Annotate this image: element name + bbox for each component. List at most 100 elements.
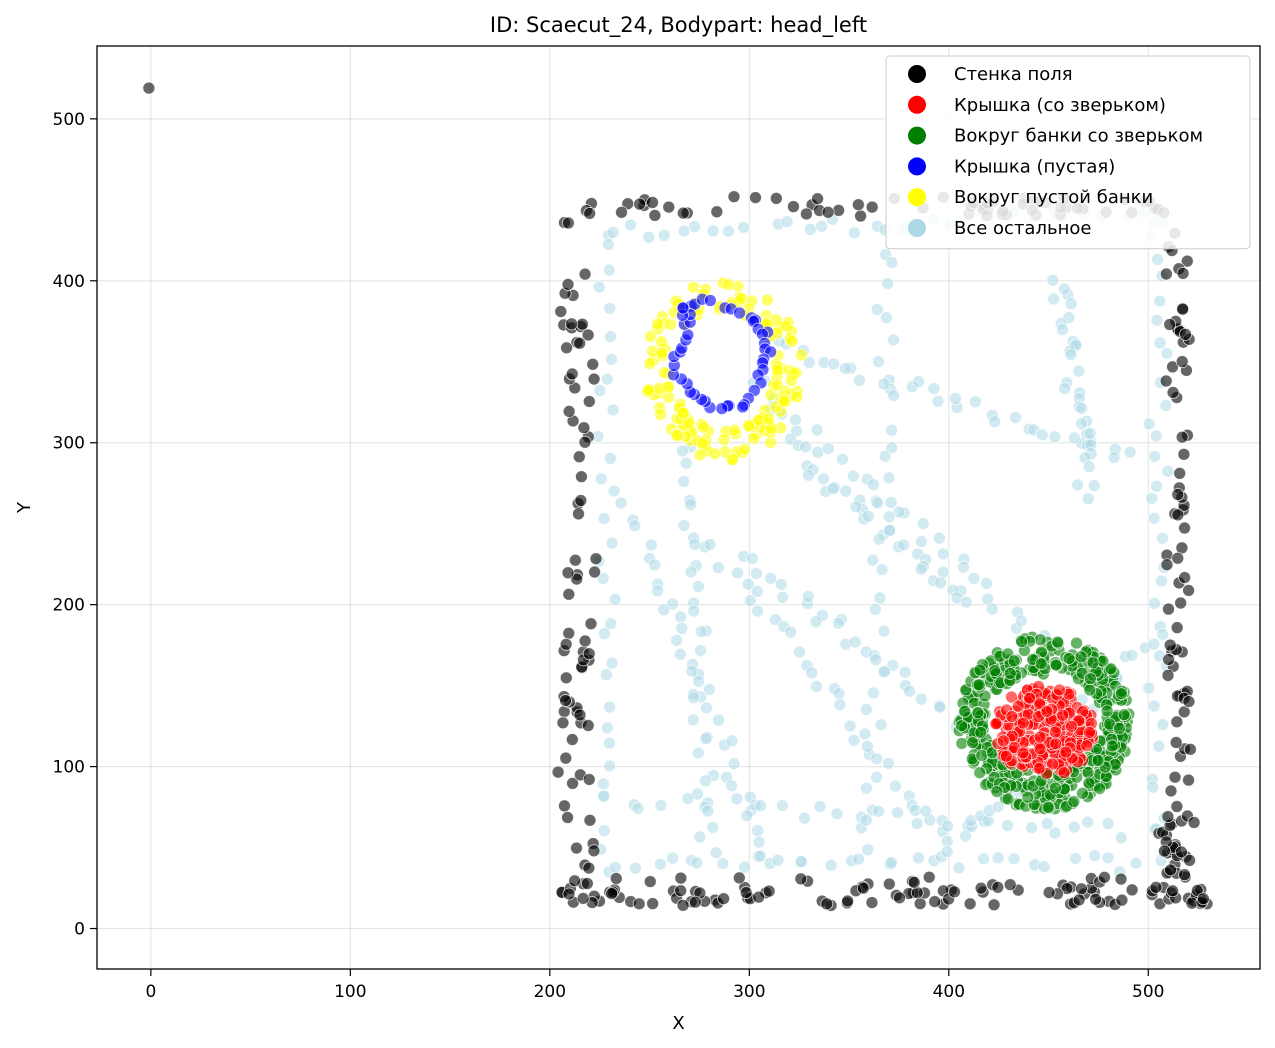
series-0-point <box>582 395 596 408</box>
series-2-point <box>966 736 979 749</box>
series-5-point <box>628 861 642 875</box>
series-5-point <box>688 537 702 551</box>
series-5-point <box>833 698 847 712</box>
series-0-point <box>572 450 586 464</box>
series-0-point <box>1171 488 1185 501</box>
series-1-point <box>1053 683 1066 697</box>
series-0-point <box>570 841 583 855</box>
series-5-point <box>1148 597 1161 610</box>
series-5-point <box>1082 460 1096 474</box>
series-4-point <box>717 433 731 447</box>
series-5-point <box>849 500 863 514</box>
series-0-point <box>991 880 1005 894</box>
series-5-point <box>949 392 962 405</box>
series-5-point <box>604 617 618 631</box>
series-0-point <box>794 872 808 886</box>
series-4-point <box>686 280 700 294</box>
series-5-point <box>919 804 933 818</box>
series-5-point <box>805 666 819 680</box>
series-2-point <box>1091 753 1105 767</box>
series-4-point <box>770 363 784 377</box>
series-5-point <box>793 645 806 659</box>
series-5-point <box>692 674 705 688</box>
series-5-point <box>1142 417 1156 431</box>
series-0-point <box>581 719 595 732</box>
series-2-point <box>1034 657 1048 671</box>
series-1-point <box>1083 726 1096 739</box>
series-5-point <box>654 798 668 812</box>
series-4-point <box>785 334 799 348</box>
series-5-point <box>687 604 701 618</box>
series-5-point <box>897 538 910 552</box>
series-5-point <box>887 333 901 347</box>
series-2-point <box>1083 672 1097 686</box>
series-0-point <box>583 813 597 827</box>
series-0-point <box>589 552 603 566</box>
series-0-point <box>646 897 660 911</box>
series-5-point <box>860 739 874 753</box>
series-0-point <box>1159 267 1173 281</box>
series-5-point <box>934 576 948 590</box>
series-1-point <box>989 717 1003 731</box>
series-5-point <box>1047 292 1060 306</box>
series-2-point <box>1104 662 1118 676</box>
series-5-point <box>977 852 990 866</box>
series-5-point <box>936 565 950 579</box>
series-5-point <box>751 604 765 618</box>
series-5-point <box>1064 297 1078 311</box>
series-4-point <box>664 317 677 331</box>
series-5-point <box>1114 831 1128 845</box>
series-5-point <box>889 779 902 793</box>
series-5-point <box>771 853 785 867</box>
series-2-point <box>1067 795 1081 809</box>
series-5-point <box>1009 411 1023 424</box>
series-4-point <box>654 408 667 421</box>
series-4-point <box>794 348 808 362</box>
series-5-point <box>836 452 849 466</box>
series-1-point <box>1046 757 1059 771</box>
series-5-point <box>1088 849 1102 863</box>
series-4-point <box>747 431 761 445</box>
series-5-point <box>801 590 815 603</box>
series-5-point <box>891 806 904 819</box>
series-0-point <box>574 494 588 507</box>
series-5-point <box>784 625 798 639</box>
series-0-point <box>551 765 565 779</box>
x-tick-label: 500 <box>1132 982 1164 1002</box>
series-0-point <box>856 881 870 895</box>
series-2-point <box>1021 790 1035 804</box>
series-5-point <box>1056 323 1069 336</box>
legend-label: Вокруг пустой банки <box>954 187 1153 208</box>
series-5-point <box>1129 856 1143 870</box>
series-5-point <box>677 519 691 532</box>
series-0-point <box>561 216 575 230</box>
series-2-point <box>1062 652 1076 665</box>
series-0-point <box>907 875 921 889</box>
series-0-point <box>561 278 575 291</box>
series-0-point <box>554 305 568 318</box>
series-0-point <box>582 861 596 875</box>
series-5-point <box>1146 780 1160 794</box>
series-5-point <box>1058 382 1071 395</box>
series-5-point <box>603 452 617 465</box>
series-5-point <box>1161 464 1175 478</box>
series-0-point <box>1072 893 1086 907</box>
series-2-point <box>1112 721 1126 735</box>
series-0-point <box>974 881 988 895</box>
series-5-point <box>830 807 844 821</box>
series-0-point <box>1166 884 1180 898</box>
series-5-point <box>861 843 875 857</box>
series-0-point <box>575 470 588 484</box>
series-5-point <box>802 468 815 482</box>
legend-box <box>885 55 1251 250</box>
series-5-point <box>794 855 808 868</box>
x-tick-label: 400 <box>933 982 965 1002</box>
series-0-point <box>1003 878 1017 892</box>
series-5-point <box>750 585 764 598</box>
series-2-point <box>1007 654 1021 668</box>
series-5-point <box>914 562 928 576</box>
y-tick-label: 0 <box>74 920 85 940</box>
series-5-point <box>725 734 739 748</box>
series-0-point <box>854 209 867 223</box>
series-5-point <box>670 633 684 647</box>
